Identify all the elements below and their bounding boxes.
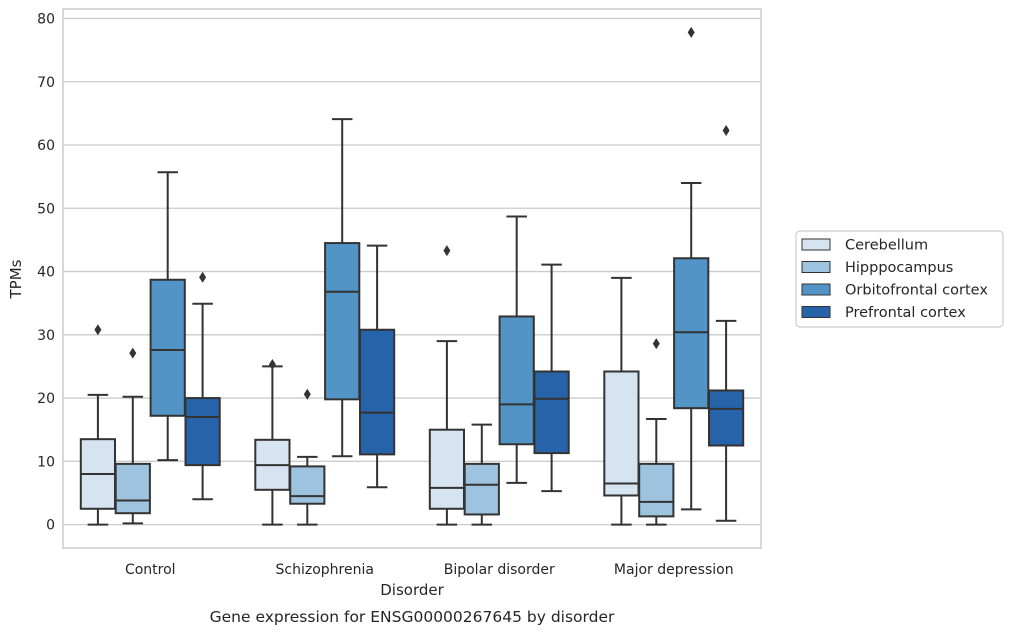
box-cerebellum	[254, 359, 291, 526]
box-hipppocampus	[638, 338, 675, 526]
legend-frame	[795, 230, 1004, 328]
outlier-point	[652, 338, 660, 350]
box-orbitofrontal-cortex	[324, 118, 361, 458]
box-prefrontal-cortex	[533, 263, 570, 493]
box-body	[358, 328, 396, 456]
legend-swatch	[801, 283, 831, 296]
box-hipppocampus	[114, 347, 151, 525]
plot-frame	[62, 8, 762, 549]
y-tick-label: 10	[37, 454, 55, 470]
x-tick-label: Major depression	[614, 562, 734, 578]
outlier-point	[94, 324, 102, 336]
y-tick-label: 60	[37, 138, 55, 154]
legend: Cerebellum Hipppocampus Orbitofrontal cort…	[795, 230, 1004, 328]
box-prefrontal-cortex	[184, 271, 221, 501]
box-cerebellum	[603, 276, 640, 526]
legend-label: Hipppocampus	[845, 260, 953, 276]
box-orbitofrontal-cortex	[673, 26, 710, 511]
y-tick-label: 30	[37, 328, 55, 344]
x-tick-label: Schizophrenia	[276, 562, 374, 578]
y-tick-label: 80	[37, 11, 55, 27]
y-tick-label: 50	[37, 201, 55, 217]
x-axis: Control Schizophrenia Bipolar disorder Majo…	[125, 562, 734, 578]
y-axis: 0 10 20 30 40 50 60 70 80	[37, 11, 55, 533]
box-body	[638, 462, 675, 518]
legend-swatch	[801, 238, 831, 251]
box-cerebellum	[428, 245, 466, 526]
x-axis-label: Disorder	[380, 581, 444, 599]
legend-label: Cerebellum	[845, 238, 928, 254]
y-tick-label: 70	[37, 75, 55, 91]
box-body	[184, 397, 221, 467]
box-body	[428, 428, 466, 510]
box-body	[463, 462, 500, 516]
chart-caption: Gene expression for ENSG00000267645 by d…	[210, 608, 615, 626]
outlier-point	[199, 271, 207, 283]
y-tick-label: 0	[46, 518, 55, 534]
box-cerebellum	[79, 324, 117, 526]
legend-label: Prefrontal cortex	[845, 305, 966, 321]
box-orbitofrontal-cortex	[149, 171, 186, 462]
box-body	[533, 370, 570, 455]
box-body	[324, 242, 361, 401]
box-body	[114, 462, 151, 515]
box-orbitofrontal-cortex	[498, 215, 535, 484]
box-prefrontal-cortex	[358, 244, 396, 489]
legend-label: Orbitofrontal cortex	[845, 283, 988, 299]
box-prefrontal-cortex	[707, 124, 745, 522]
box-hipppocampus	[463, 423, 500, 526]
box-body	[707, 389, 745, 447]
legend-swatch	[801, 261, 831, 273]
x-tick-label: Bipolar disorder	[444, 562, 555, 578]
legend-swatch	[801, 306, 831, 318]
box-hipppocampus	[289, 388, 326, 526]
outlier-point	[268, 359, 276, 371]
y-axis-label: TPMs	[7, 259, 25, 299]
y-tick-label: 40	[37, 265, 55, 281]
box-body	[498, 315, 535, 446]
x-tick-label: Control	[125, 562, 176, 578]
y-tick-label: 20	[37, 391, 55, 407]
box-body	[603, 370, 640, 497]
outlier-point	[687, 26, 695, 38]
outlier-point	[129, 347, 137, 359]
outlier-point	[443, 245, 451, 257]
box-body	[149, 278, 186, 417]
box-body	[289, 465, 326, 505]
boxes	[79, 26, 745, 526]
outlier-point	[303, 388, 311, 400]
outlier-point	[722, 124, 730, 136]
